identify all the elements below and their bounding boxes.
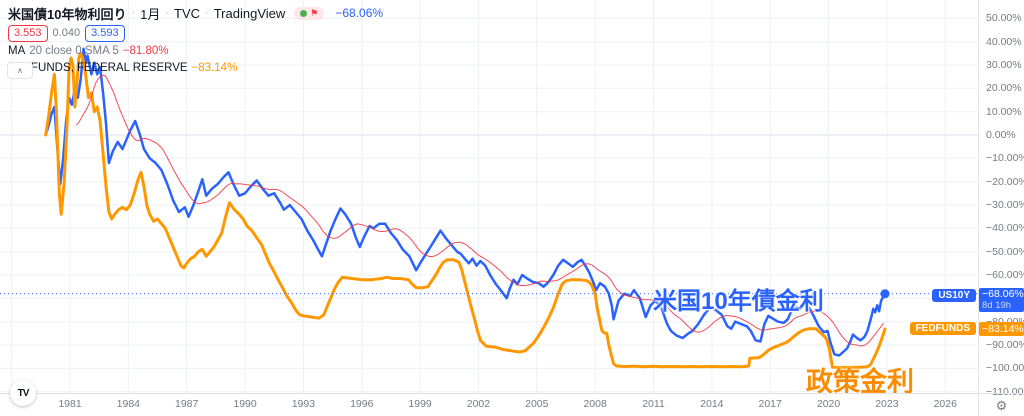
plot-area[interactable] (0, 0, 978, 393)
us10y-price-value: −68.06% (982, 288, 1024, 300)
price-tick-label: 0.00% (986, 129, 1016, 141)
market-status-pill[interactable]: ⚑ (294, 6, 325, 20)
value-spread: 0.040 (52, 27, 81, 39)
price-tick-label: 20.00% (986, 82, 1022, 95)
flag-icon: ⚑ (310, 7, 319, 18)
us10y-series-line (44, 47, 887, 357)
policy-rate-label: 政策金利 (806, 367, 914, 397)
separator-dot: · (131, 7, 136, 19)
bar-countdown: 8d 19h (982, 300, 1012, 311)
time-axis[interactable]: 1981 1984 1987 1990 1993 1996 1999 2002 2005 2008… (0, 394, 978, 416)
legend: 米国債10年物利回り · 1月 · TVC · TradingView ⚑ −6… (8, 5, 383, 75)
ma-params: 20 close 0 SMA 5 (29, 45, 119, 57)
time-tick-label: 2014 (700, 398, 724, 410)
us10y-line-label: 米国10年債金利 (653, 288, 824, 315)
status-dot-icon (300, 9, 308, 17)
us10y-price-badge: −68.06% 8d 19h (979, 288, 1024, 312)
separator-dot: · (165, 7, 170, 19)
provider-label: TradingView (213, 5, 286, 21)
price-tick-label: −90.00% (986, 339, 1024, 351)
price-tick-label: −30.00% (986, 199, 1024, 211)
time-tick-label: 1996 (350, 398, 374, 410)
fedfunds-price-badge: −83.14% (979, 322, 1024, 336)
value-box-low: 3.553 (8, 24, 48, 42)
chevron-up-icon: ∧ (17, 65, 23, 75)
price-tick-label: −100.00% (986, 362, 1024, 375)
ma20-series-line (76, 74, 885, 347)
price-tick-label: −50.00% (986, 245, 1024, 258)
price-tick-label: −10.00% (986, 152, 1024, 165)
time-tick-label: 1990 (233, 398, 257, 410)
fedfunds-value: −83.14% (191, 62, 238, 74)
time-tick-label: 1981 (58, 398, 82, 410)
axis-separator-vertical (978, 0, 979, 416)
time-tick-label: 2026 (933, 398, 957, 410)
value-box-high: 3.593 (85, 24, 125, 42)
axis-settings-button[interactable]: ⚙ (979, 394, 1024, 416)
fedfunds-label[interactable]: FEDFUNDS, FEDERAL RESERVE (8, 62, 188, 74)
time-tick-label: 1999 (408, 398, 432, 410)
time-tick-label: 2017 (758, 398, 782, 410)
ma-indicator-row[interactable]: MA 20 close 0 SMA 5 −81.80% (8, 44, 383, 58)
ma-value: −81.80% (122, 45, 169, 57)
time-tick-label: 2005 (525, 398, 549, 410)
price-tick-label: −20.00% (986, 175, 1024, 188)
time-tick-label: 1987 (175, 398, 199, 410)
time-tick-label: 2023 (875, 398, 899, 410)
exchange-label: TVC (174, 5, 201, 21)
price-tick-label: 40.00% (986, 35, 1022, 48)
us10y-name-badge: US10Y (932, 289, 976, 302)
price-tick-label: 30.00% (986, 58, 1022, 71)
ma-label[interactable]: MA (8, 45, 26, 57)
symbol-row[interactable]: 米国債10年物利回り · 1月 · TVC · TradingView ⚑ −6… (8, 5, 384, 22)
fedfunds-price-value: −83.14% (982, 323, 1024, 335)
price-tick-label: 50.00% (986, 12, 1022, 25)
last-price-dot (880, 289, 890, 299)
interval-label[interactable]: 1月 (140, 6, 161, 22)
price-tick-label: −40.00% (986, 222, 1024, 235)
symbol-title[interactable]: 米国債10年物利回り (8, 6, 127, 22)
time-tick-label: 2008 (583, 398, 607, 410)
time-tick-label: 2002 (466, 398, 491, 410)
price-tick-label: 10.00% (986, 105, 1022, 118)
time-tick-label: 1993 (291, 398, 316, 410)
fedfunds-name-badge: FEDFUNDS (909, 322, 976, 335)
fedfunds-series-line (44, 51, 887, 369)
legend-collapse-button[interactable]: ∧ (7, 62, 33, 79)
time-tick-label: 2011 (642, 398, 665, 410)
axis-separator-horizontal (0, 393, 1024, 394)
time-tick-label: 1984 (116, 398, 141, 410)
price-tick-label: −110.00% (986, 385, 1024, 398)
price-tick-label: −60.00% (986, 269, 1024, 281)
time-tick-label: 2020 (816, 398, 841, 410)
fedfunds-indicator-row[interactable]: FEDFUNDS, FEDERAL RESERVE −83.14% (8, 61, 383, 75)
tradingview-logo[interactable]: TV (10, 380, 36, 406)
symbol-change-percent: −68.06% (335, 6, 384, 20)
gear-icon[interactable]: ⚙ (995, 397, 1008, 413)
separator-dot: · (205, 7, 209, 19)
values-row: 3.553 0.040 3.593 (8, 24, 383, 42)
tradingview-logo-glyph: TV (17, 387, 30, 399)
